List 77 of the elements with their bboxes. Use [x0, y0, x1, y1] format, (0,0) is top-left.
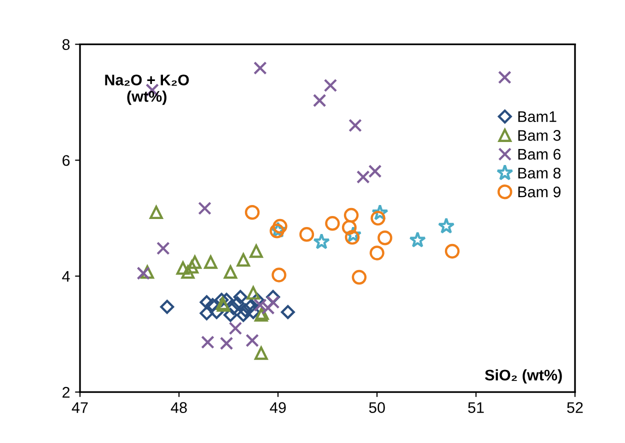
point	[368, 164, 382, 178]
point	[246, 286, 260, 300]
x-tick-label: 52	[567, 402, 583, 413]
point	[236, 308, 250, 322]
point	[312, 94, 326, 108]
point	[150, 206, 163, 220]
point	[220, 336, 234, 350]
point	[198, 202, 212, 215]
point	[344, 208, 359, 223]
point	[201, 336, 214, 349]
point	[299, 227, 314, 242]
x-axis-title: SiO₂ (wt%)	[484, 369, 562, 384]
point	[200, 306, 214, 320]
point	[313, 233, 330, 250]
y-tick-label: 2	[62, 386, 70, 398]
point	[204, 256, 218, 269]
point	[228, 322, 242, 335]
point	[280, 305, 295, 320]
point	[188, 256, 202, 269]
x-tick-label: 48	[170, 402, 187, 413]
point	[498, 70, 512, 84]
point	[200, 295, 214, 310]
point	[214, 292, 229, 307]
y-tick-label: 8	[62, 39, 70, 50]
point	[444, 244, 460, 259]
point	[230, 296, 244, 310]
point	[342, 220, 357, 235]
point	[220, 292, 234, 307]
point	[254, 61, 267, 75]
legend-label: Bam1	[518, 111, 556, 122]
x-tick-label: 50	[369, 402, 385, 413]
point	[272, 268, 286, 282]
point	[372, 204, 388, 220]
point	[223, 308, 238, 322]
point	[233, 290, 248, 304]
legend-label: Bam 9	[518, 186, 561, 198]
point	[156, 242, 170, 255]
point	[236, 253, 250, 267]
legend-label: Bam 8	[518, 168, 561, 179]
point	[136, 266, 150, 280]
legend-label: Bam 6	[518, 148, 561, 160]
x-tick-label: 51	[468, 402, 484, 413]
point	[250, 244, 263, 258]
y-axis-title: Na₂O + K₂O (wt%)	[105, 74, 189, 105]
legend-label: Bam 3	[518, 130, 561, 141]
point	[254, 346, 268, 360]
y-tick-label: 4	[62, 271, 70, 282]
point	[352, 270, 367, 285]
x-tick-label: 47	[72, 402, 88, 413]
point	[348, 118, 362, 132]
point	[238, 303, 252, 318]
point	[324, 78, 338, 92]
point	[181, 265, 195, 279]
point	[243, 300, 258, 314]
point	[409, 231, 426, 248]
point	[438, 218, 455, 234]
point	[140, 265, 154, 279]
point	[344, 226, 362, 242]
point	[356, 170, 370, 184]
y-tick-label: 6	[62, 155, 70, 166]
point	[160, 300, 174, 314]
point	[272, 218, 288, 234]
x-tick-label: 49	[270, 402, 286, 413]
point	[224, 265, 238, 279]
point	[266, 290, 280, 304]
point	[261, 301, 275, 315]
point	[370, 246, 384, 260]
point	[378, 230, 392, 246]
point	[344, 230, 360, 245]
point	[206, 298, 220, 312]
point	[176, 261, 190, 275]
point	[370, 210, 386, 226]
point	[210, 305, 224, 320]
point	[250, 292, 264, 307]
point	[244, 205, 260, 220]
point	[246, 334, 259, 348]
point	[325, 216, 340, 231]
